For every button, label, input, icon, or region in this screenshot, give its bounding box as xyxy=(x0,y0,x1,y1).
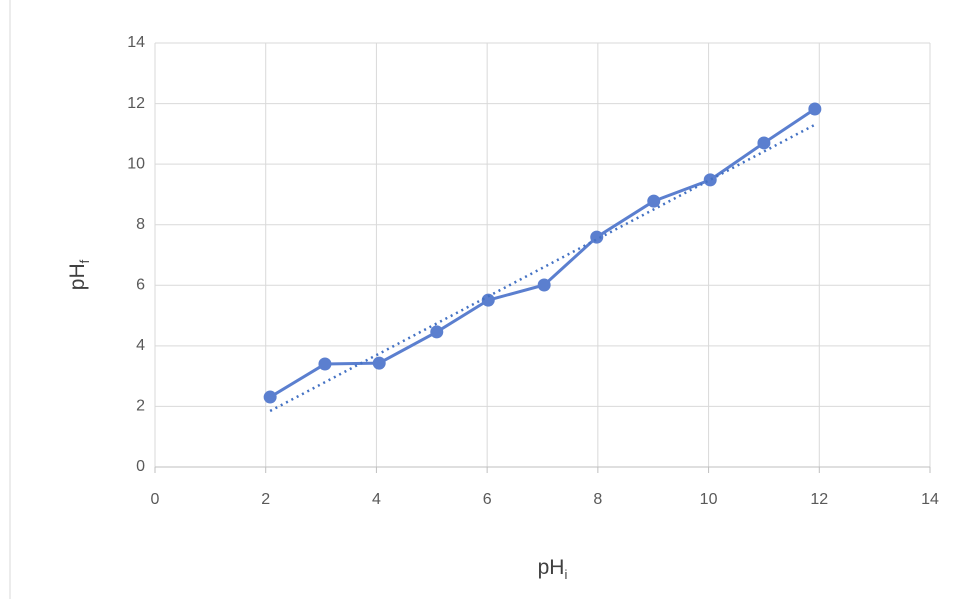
y-axis-title-text: pH xyxy=(66,263,89,290)
x-axis-title-subscript: i xyxy=(564,567,567,582)
x-axis-title-text: pH xyxy=(538,556,565,579)
data-point xyxy=(373,357,386,370)
y-tick-label: 14 xyxy=(127,34,145,51)
data-point xyxy=(318,358,331,371)
y-tick-label: 10 xyxy=(127,155,145,172)
y-axis-title: pHf xyxy=(66,259,93,290)
data-point xyxy=(430,325,443,338)
y-tick-label: 8 xyxy=(136,216,145,233)
data-point xyxy=(757,136,770,149)
chart: 0246810121402468101214pHipHf xyxy=(0,0,956,599)
y-tick-label: 2 xyxy=(136,398,145,415)
data-line xyxy=(270,109,815,397)
data-point xyxy=(590,231,603,244)
data-point xyxy=(538,278,551,291)
data-point xyxy=(704,173,717,186)
x-tick-label: 2 xyxy=(261,491,270,508)
x-axis-title: pHi xyxy=(538,556,568,583)
x-tick-label: 4 xyxy=(372,491,381,508)
data-point xyxy=(808,103,821,116)
y-tick-label: 12 xyxy=(127,95,145,112)
x-tick-label: 12 xyxy=(810,491,828,508)
x-tick-label: 10 xyxy=(700,491,718,508)
x-tick-label: 0 xyxy=(151,491,160,508)
y-tick-label: 0 xyxy=(136,458,145,475)
y-axis-title-subscript: f xyxy=(77,259,92,263)
x-tick-label: 14 xyxy=(921,491,939,508)
data-point xyxy=(264,391,277,404)
y-tick-label: 4 xyxy=(136,337,145,354)
x-tick-label: 8 xyxy=(593,491,602,508)
trendline xyxy=(270,125,815,411)
x-tick-label: 6 xyxy=(483,491,492,508)
y-tick-label: 6 xyxy=(136,277,145,294)
